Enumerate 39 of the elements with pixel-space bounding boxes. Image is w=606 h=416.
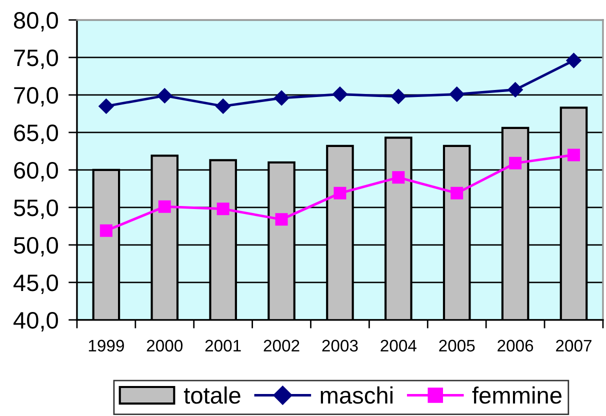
point (509, 156, 522, 170)
point (158, 200, 171, 213)
point (450, 186, 464, 200)
x-tick-label: 2004 (380, 340, 416, 352)
point (392, 171, 405, 184)
point (334, 186, 346, 200)
legend-label: totale (184, 386, 240, 404)
y-tick-label: 45,0 (14, 274, 58, 294)
point (449, 86, 464, 102)
x-tick-label: 1999 (88, 340, 124, 352)
point (100, 224, 112, 237)
point (390, 88, 406, 104)
y-tick-label: 40,0 (14, 312, 58, 332)
y-tick-label: 60,0 (14, 162, 58, 182)
point (216, 202, 230, 216)
x-tick-label: 2006 (498, 340, 534, 352)
point (157, 88, 172, 104)
legend-label: femmine (472, 386, 562, 404)
point (508, 82, 523, 98)
y-tick-label: 80,0 (14, 12, 58, 32)
y-tick-label: 55,0 (14, 199, 58, 220)
x-tick-label: 2005 (439, 340, 475, 352)
point (98, 98, 114, 114)
x-tick-label: 2001 (205, 340, 241, 352)
x-tick-label: 2002 (264, 340, 300, 352)
y-tick-label: 65,0 (14, 124, 58, 144)
point (275, 213, 288, 226)
y-tick-label: 75,0 (14, 50, 58, 70)
point (567, 148, 580, 162)
y-tick-label: 50,0 (14, 236, 58, 256)
y-tick-label: 70,0 (14, 87, 58, 107)
x-tick-label: 2000 (146, 340, 183, 352)
point (274, 90, 290, 106)
x-tick-label: 2003 (322, 340, 358, 352)
point (216, 98, 231, 114)
point (332, 86, 348, 102)
x-tick-label: 2007 (556, 340, 592, 352)
legend-label: maschi (320, 386, 392, 404)
point (566, 52, 582, 68)
